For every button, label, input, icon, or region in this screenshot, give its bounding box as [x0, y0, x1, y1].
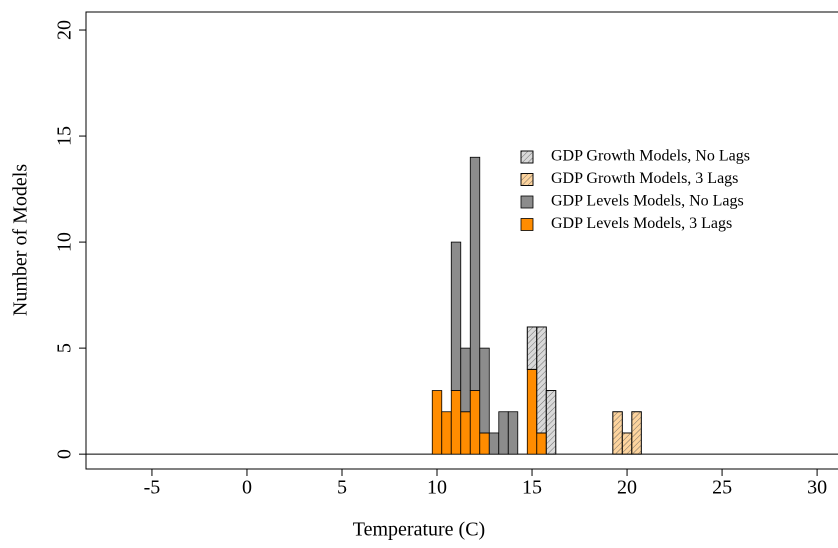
- legend-swatch: [520, 195, 534, 209]
- histogram-bar: [431, 390, 443, 455]
- y-tick-label: 10: [54, 232, 76, 252]
- histogram-bar: [469, 156, 481, 391]
- legend-label: GDP Levels Models, No Lags: [551, 193, 744, 210]
- histogram-bar: [460, 347, 471, 413]
- histogram-bar: [507, 411, 519, 455]
- bar-hatch: [612, 411, 623, 455]
- x-axis-title: Temperature (C): [353, 519, 485, 541]
- x-tick-label: 0: [242, 477, 252, 499]
- y-axis-title: Number of Models: [10, 164, 32, 316]
- x-tick-label: 25: [712, 477, 732, 499]
- y-tick-label: 20: [54, 20, 76, 40]
- x-tick-label: 15: [522, 477, 542, 499]
- x-tick-label: 5: [337, 477, 347, 499]
- bar-hatch: [536, 326, 547, 434]
- plot-frame: [85, 11, 838, 470]
- legend-hatch: [520, 150, 534, 164]
- x-tick-label: 30: [807, 477, 827, 499]
- histogram-bar: [479, 432, 490, 455]
- histogram-bar: [460, 411, 471, 455]
- y-tick-label: 15: [54, 126, 76, 146]
- x-tick-label: 10: [427, 477, 447, 499]
- histogram-bar: [441, 411, 452, 455]
- x-tick-label: -5: [144, 477, 161, 499]
- histogram-bar: [469, 390, 481, 455]
- bar-hatch: [526, 326, 538, 370]
- bar-hatch: [545, 390, 557, 455]
- legend-label: GDP Levels Models, 3 Lags: [551, 215, 732, 232]
- bar-hatch: [621, 432, 633, 455]
- legend-label: GDP Growth Models, No Lags: [551, 148, 750, 165]
- histogram-bar: [526, 368, 538, 455]
- histogram-bar: [498, 411, 509, 455]
- legend-swatch: [520, 218, 534, 231]
- histogram-bar: [450, 241, 462, 391]
- legend-hatch: [520, 173, 534, 186]
- histogram-bar: [450, 390, 462, 455]
- histogram-bar: [488, 432, 500, 455]
- y-tick-label: 5: [54, 343, 76, 353]
- bar-hatch: [631, 411, 642, 455]
- histogram-bar: [536, 432, 547, 455]
- y-tick-label: 0: [54, 449, 76, 459]
- histogram-bar: [479, 347, 490, 434]
- legend-label: GDP Growth Models, 3 Lags: [551, 170, 738, 187]
- x-tick-label: 20: [617, 477, 637, 499]
